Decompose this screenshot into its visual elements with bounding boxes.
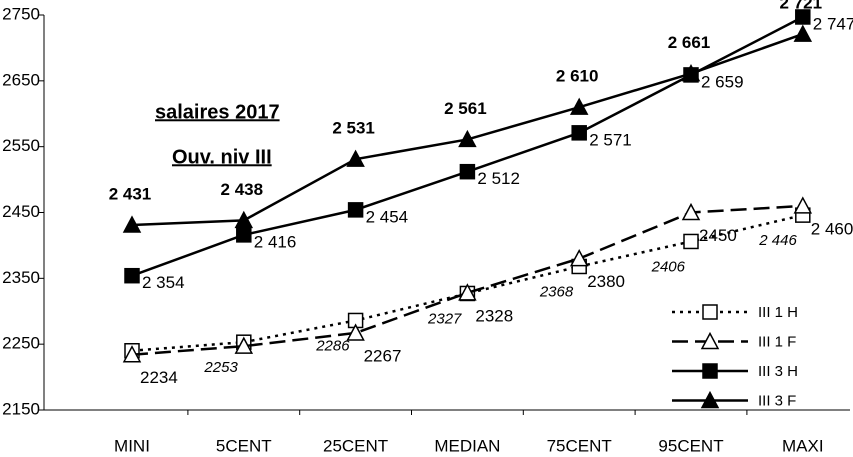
data-label: 2328: [475, 306, 513, 325]
x-tick-label: MAXI: [782, 436, 824, 455]
data-label: 2 454: [366, 207, 409, 226]
point: [793, 196, 813, 214]
x-tick-label: 5CENT: [216, 436, 272, 455]
data-label: 2 460: [811, 219, 853, 238]
data-label: 2 531: [332, 119, 375, 138]
data-label: 2 747: [813, 14, 853, 33]
data-label: 2 561: [444, 99, 487, 118]
x-tick-label: MINI: [114, 436, 150, 455]
legend-item: III 3 H: [672, 363, 798, 380]
annotation: salaires 2017: [155, 101, 280, 123]
data-label: 2234: [140, 368, 178, 387]
y-tick-label: 2450: [2, 202, 40, 221]
legend-label: III 1 F: [758, 333, 796, 350]
data-label: 2 661: [668, 33, 711, 52]
data-label: 2406: [651, 258, 686, 275]
point: [458, 283, 477, 301]
data-label: 2 721: [780, 0, 823, 13]
point: [681, 63, 701, 82]
data-label: 2380: [587, 272, 625, 291]
point: [236, 227, 252, 243]
point: [571, 125, 587, 141]
y-tick-label: 2350: [2, 268, 40, 287]
data-label: 2 438: [221, 180, 264, 199]
point: [683, 233, 699, 250]
data-label: 2 659: [701, 72, 744, 91]
point: [681, 202, 701, 221]
point: [122, 215, 142, 233]
data-label: 2253: [203, 359, 238, 376]
point: [124, 267, 140, 284]
legend-marker: [702, 304, 718, 320]
annotation: Ouv. niv III: [172, 146, 272, 168]
legend-label: III 1 H: [758, 304, 798, 321]
point: [569, 97, 589, 115]
legend-marker: [700, 331, 720, 350]
legend-item: III 1 H: [672, 304, 798, 321]
point: [793, 24, 813, 42]
point: [346, 149, 365, 167]
point: [795, 9, 811, 25]
y-tick-label: 2650: [2, 70, 40, 89]
y-tick-label: 2750: [2, 4, 40, 23]
y-tick-label: 2250: [2, 334, 40, 353]
point: [122, 345, 142, 363]
legend-label: III 3 H: [758, 363, 798, 380]
point: [458, 129, 477, 148]
data-label: 2 354: [142, 273, 185, 292]
point: [346, 323, 365, 341]
y-tick-label: 2150: [2, 399, 40, 418]
x-tick-label: 25CENT: [323, 436, 388, 455]
point: [459, 163, 476, 180]
x-tick-label: 75CENT: [547, 436, 612, 455]
data-label: 2 571: [589, 130, 632, 149]
legend-item: III 3 F: [672, 390, 796, 409]
data-label: 2 610: [556, 67, 599, 86]
data-label: 2 431: [109, 184, 152, 203]
data-label: 2368: [539, 283, 574, 300]
point: [347, 202, 364, 218]
data-label: 2 512: [477, 169, 520, 188]
data-label: 2450: [699, 226, 737, 245]
legend-marker: [700, 390, 720, 409]
data-label: 2267: [364, 346, 402, 365]
data-label: 2 416: [254, 232, 297, 251]
point: [234, 210, 254, 229]
x-tick-label: 95CENT: [658, 436, 723, 455]
data-label: 2286: [315, 337, 350, 354]
data-label: 2327: [427, 310, 462, 327]
legend-marker: [702, 363, 718, 379]
data-label: 2 446: [758, 232, 797, 249]
point: [234, 336, 254, 354]
legend-label: III 3 F: [758, 392, 796, 409]
legend-item: III 1 F: [672, 331, 796, 350]
x-tick-label: MEDIAN: [434, 436, 500, 455]
point: [569, 248, 589, 267]
y-tick-label: 2550: [2, 136, 40, 155]
